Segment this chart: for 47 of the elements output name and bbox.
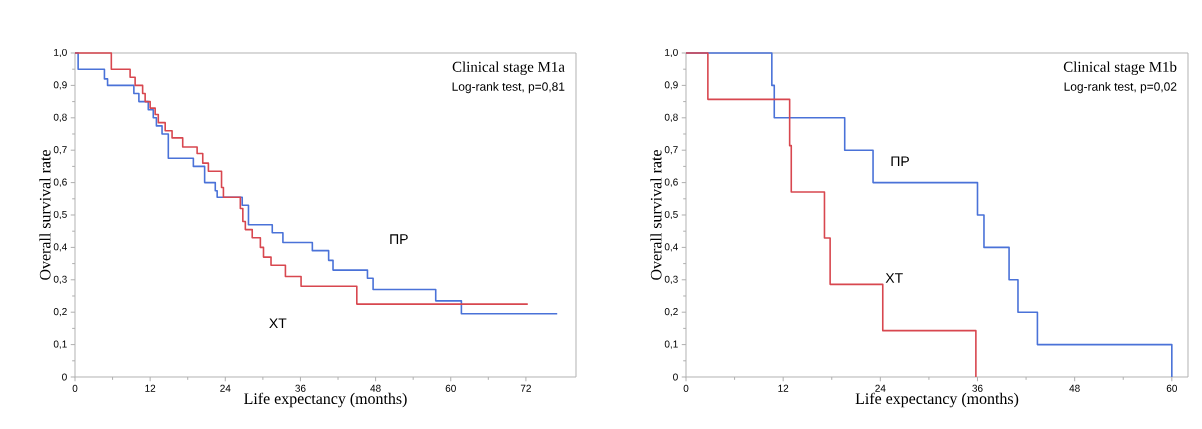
y-tick-label: 0,1 (53, 340, 67, 349)
y-tick-label: 0,4 (53, 243, 67, 252)
y-tick-label: 0,8 (53, 113, 67, 122)
x-tick-label: 12 (778, 384, 789, 392)
y-tick-label: 0,7 (664, 146, 678, 155)
y-tick-label: 0,7 (53, 146, 67, 155)
text: Clinical stage M1b (1063, 61, 1177, 75)
x-tick-label: 12 (145, 384, 156, 392)
series-label: ХТ (885, 273, 903, 283)
x-tick-label: 72 (520, 384, 531, 392)
series-label: ПР (891, 156, 909, 167)
x-axis-title: Life expectancy (months) (244, 392, 407, 408)
y-tick-label: 0,3 (53, 275, 67, 284)
x-tick-label: 36 (295, 384, 306, 392)
y-tick-label: 0 (62, 373, 67, 381)
y-tick-label: 1,0 (54, 48, 67, 58)
x-tick-label: 60 (1166, 384, 1177, 392)
y-tick-label: 0,9 (664, 81, 678, 90)
x-tick-label: 48 (370, 384, 381, 392)
y-tick-label: 0,3 (664, 275, 678, 284)
x-axis-title: Life expectancy (months) (855, 392, 1019, 408)
x-tick-label: 60 (445, 384, 456, 392)
y-tick-label: 1,0 (665, 48, 678, 58)
text: Clinical stage M1a (452, 61, 565, 75)
y-tick-label: 0,2 (664, 308, 678, 317)
annotation: Log-rank test, p=0,02 (1064, 82, 1177, 94)
x-tick-label: 36 (972, 384, 983, 392)
y-tick-label: 0,6 (53, 178, 67, 187)
y-tick-label: 0,6 (664, 178, 678, 187)
text: ХТ (269, 318, 287, 329)
y-tick-label: 0 (673, 373, 678, 381)
text: ПР (390, 234, 408, 244)
x-tick-label: 48 (1069, 384, 1080, 392)
y-axis-title: Overall survival rate (39, 150, 51, 280)
y-tick-label: 0,9 (53, 81, 67, 90)
x-tick-label: 0 (72, 384, 78, 392)
y-tick-label: 0,4 (664, 243, 678, 252)
y-tick-label: 0,1 (664, 340, 678, 349)
y-axis-title: Overall survival rate (650, 150, 662, 280)
annotation: Log-rank test, p=0,81 (452, 82, 565, 94)
x-tick-label: 24 (220, 384, 231, 392)
y-tick-label: 0,2 (53, 308, 67, 317)
y-tick-label: 0,5 (664, 210, 678, 220)
x-tick-label: 0 (683, 384, 689, 392)
x-tick-label: 24 (875, 384, 886, 392)
y-tick-label: 0,5 (53, 210, 67, 220)
y-tick-label: 0,8 (664, 113, 678, 122)
